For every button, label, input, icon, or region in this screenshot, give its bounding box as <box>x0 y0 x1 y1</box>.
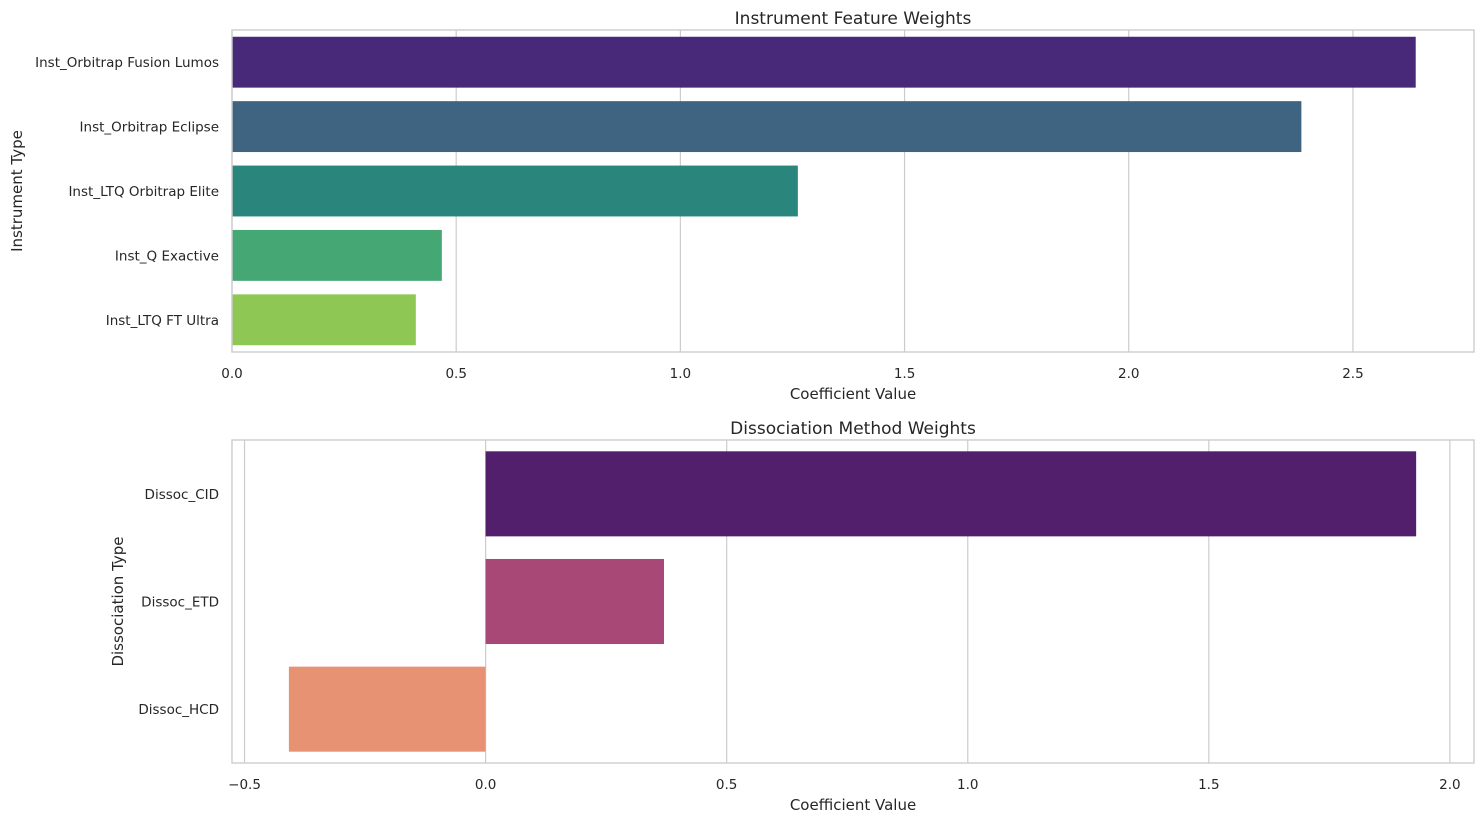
y-tick-label: Inst_Orbitrap Eclipse <box>80 120 219 136</box>
y-tick-label: Dissoc_ETD <box>141 595 219 611</box>
chart-title: Instrument Feature Weights <box>735 9 972 29</box>
y-tick-label: Dissoc_CID <box>145 487 219 503</box>
y-tick-label: Inst_Orbitrap Fusion Lumos <box>35 55 219 71</box>
x-tick-label: 2.0 <box>1439 777 1460 793</box>
plot-frame <box>231 439 1475 764</box>
y-tick-label: Inst_LTQ FT Ultra <box>106 313 219 329</box>
y-axis-label: Instrument Type <box>8 130 26 252</box>
x-tick-label: −0.5 <box>228 777 261 793</box>
x-tick-label: 0.5 <box>445 366 466 382</box>
y-tick-label: Inst_Q Exactive <box>115 248 219 264</box>
y-tick-label: Dissoc_HCD <box>138 702 219 718</box>
x-tick-label: 1.5 <box>894 366 915 382</box>
x-tick-label: 1.5 <box>1198 777 1219 793</box>
x-tick-label: 2.5 <box>1342 366 1363 382</box>
bar <box>232 229 442 281</box>
x-tick-label: 1.0 <box>957 777 978 793</box>
instrument-weights-chart: Inst_Orbitrap Fusion Lumos Inst_Orbitrap … <box>8 9 1475 403</box>
bar <box>232 294 416 346</box>
chart-title: Dissociation Method Weights <box>730 419 976 439</box>
y-axis-label: Dissociation Type <box>109 536 127 666</box>
bar <box>485 451 1417 537</box>
x-axis-label: Coefficient Value <box>790 385 916 403</box>
dissociation-weights-chart: Dissoc_CID Dissoc_ETD Dissoc_HCD −0.5 0.0 0.5… <box>109 419 1475 814</box>
bar <box>232 36 1416 88</box>
plot-frame <box>231 29 1475 353</box>
bar <box>232 165 798 217</box>
x-tick-label: 0.0 <box>221 366 242 382</box>
x-tick-label: 1.0 <box>670 366 691 382</box>
y-tick-label: Inst_LTQ Orbitrap Elite <box>68 184 219 200</box>
bar <box>232 101 1302 153</box>
x-tick-label: 0.0 <box>475 777 496 793</box>
x-axis-label: Coefficient Value <box>790 796 916 814</box>
bar <box>288 666 486 752</box>
bar <box>485 558 664 645</box>
x-tick-label: 2.0 <box>1118 366 1139 382</box>
x-tick-label: 0.5 <box>716 777 737 793</box>
